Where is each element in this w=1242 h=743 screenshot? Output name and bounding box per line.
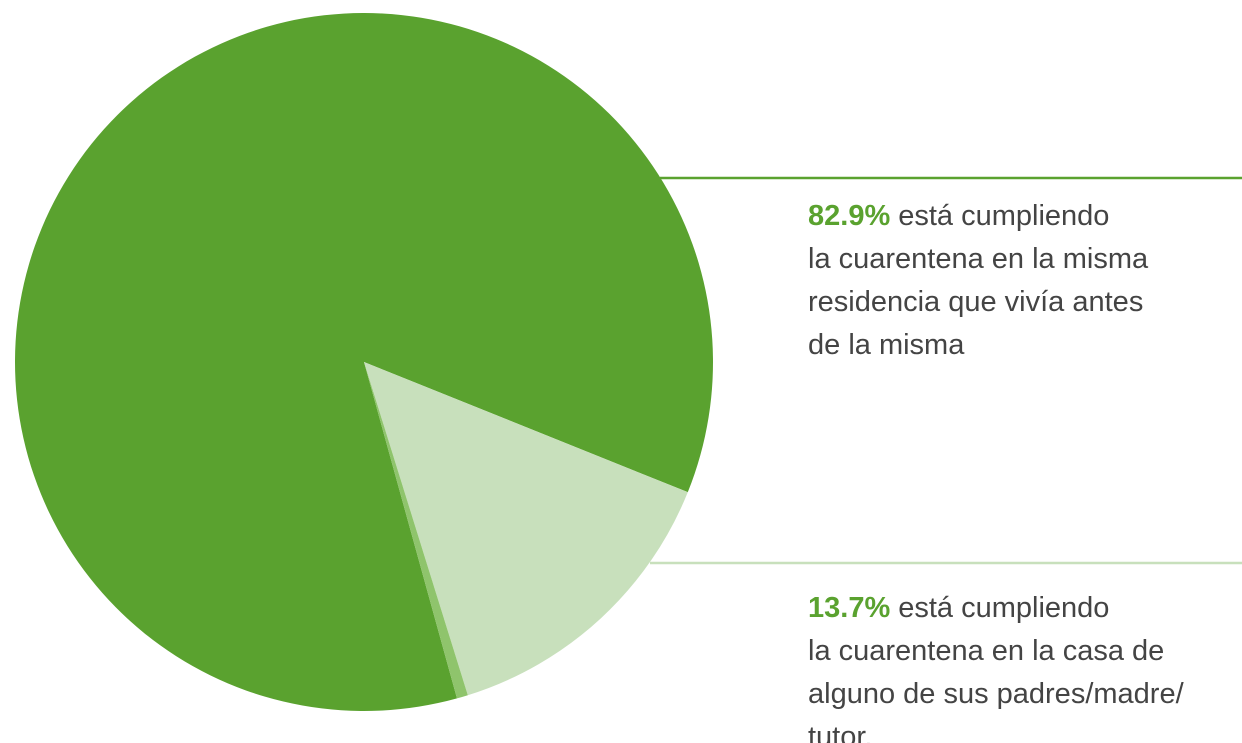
slice-label: la cuarentena en la misma (808, 243, 1149, 275)
slice-label: residencia que vivía antes (808, 286, 1143, 318)
slice-label: alguno de sus padres/madre/ (808, 678, 1185, 710)
pie-slice (364, 362, 688, 696)
label-text: está cumpliendo (898, 592, 1109, 624)
label-text: está cumpliendo (898, 200, 1109, 232)
value-label: 13.7% (808, 592, 890, 624)
pie-slice (15, 13, 714, 712)
value-label: 82.9% (808, 200, 890, 232)
slice-label: 13.7% está cumpliendo (808, 592, 1109, 624)
slice-label: de la misma (808, 329, 965, 361)
slice-label: la cuarentena en la casa de (808, 635, 1164, 667)
pie-slice (364, 362, 468, 699)
slice-label: 82.9% está cumpliendo (808, 200, 1109, 232)
slice-label: tutor. (808, 721, 873, 743)
